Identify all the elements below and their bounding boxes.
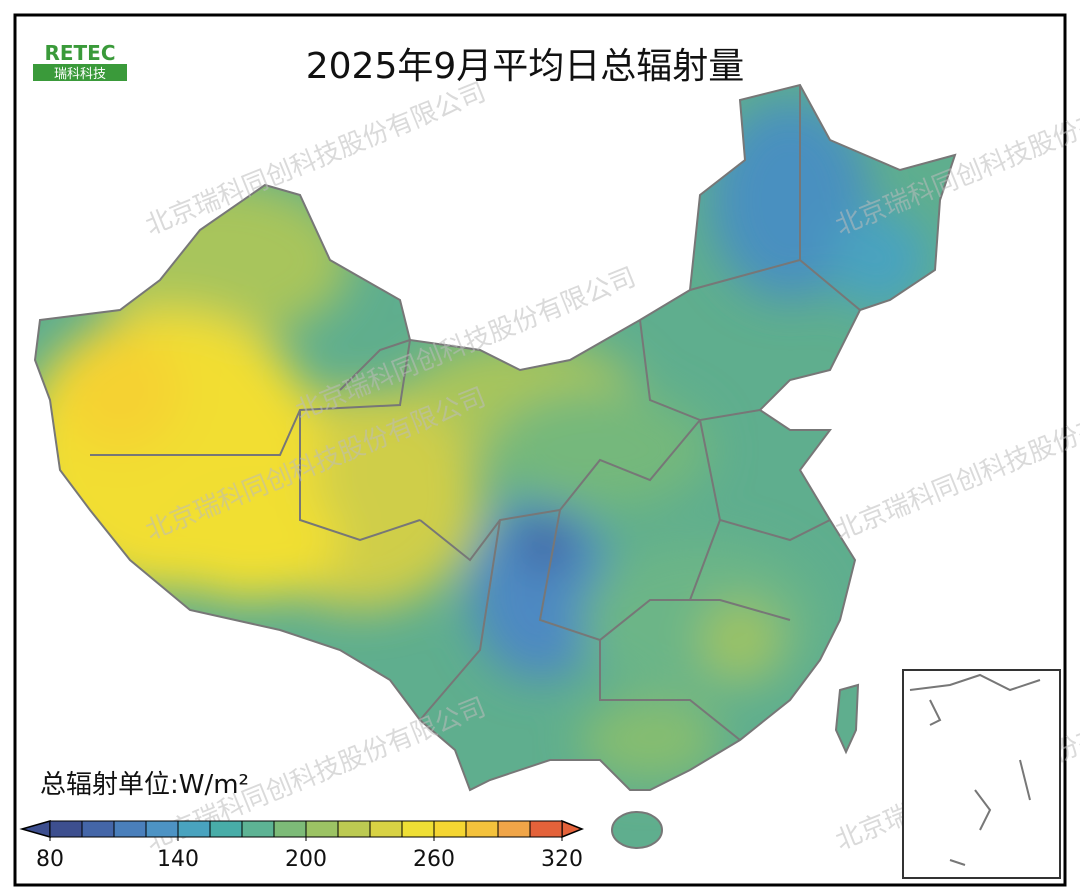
colorbar-swatch <box>369 820 403 838</box>
legend-label: 总辐射单位:W/m² <box>40 770 249 800</box>
colorbar-swatch <box>401 820 435 838</box>
colorbar-swatch <box>465 820 499 838</box>
south-sea-inset <box>902 669 1061 879</box>
logo-bar <box>33 64 127 81</box>
colorbar-swatch <box>305 820 339 838</box>
colorbar-swatch <box>529 820 563 838</box>
colorbar-swatch <box>177 820 211 838</box>
colorbar-tick-label: 320 <box>541 847 583 872</box>
colorbar-swatch <box>337 820 371 838</box>
colorbar-swatch <box>241 820 275 838</box>
colorbar-swatch <box>49 820 83 838</box>
colorbar-swatch <box>145 820 179 838</box>
colorbar-swatch <box>497 820 531 838</box>
borders <box>33 83 957 849</box>
logo-subtext: 瑞科科技 <box>54 67 106 82</box>
logo: RETEC 瑞科科技 <box>33 41 127 82</box>
colorbar-swatch <box>113 820 147 838</box>
colorbar-tick-label: 260 <box>413 847 455 872</box>
colorbar-swatch <box>273 820 307 838</box>
colorbar-swatch <box>433 820 467 838</box>
colorbar-tick-label: 140 <box>157 847 199 872</box>
colorbar-tick-label: 80 <box>36 847 64 872</box>
logo-text: RETEC <box>44 41 115 65</box>
colorbar-tick-label: 200 <box>285 847 327 872</box>
colorbar-swatch <box>209 820 243 838</box>
colorbar: 80 140 200 260 320 <box>19 819 585 872</box>
map-title: 2025年9月平均日总辐射量 <box>306 46 745 87</box>
inset-outline <box>909 673 1041 866</box>
colorbar-swatch <box>81 820 115 838</box>
